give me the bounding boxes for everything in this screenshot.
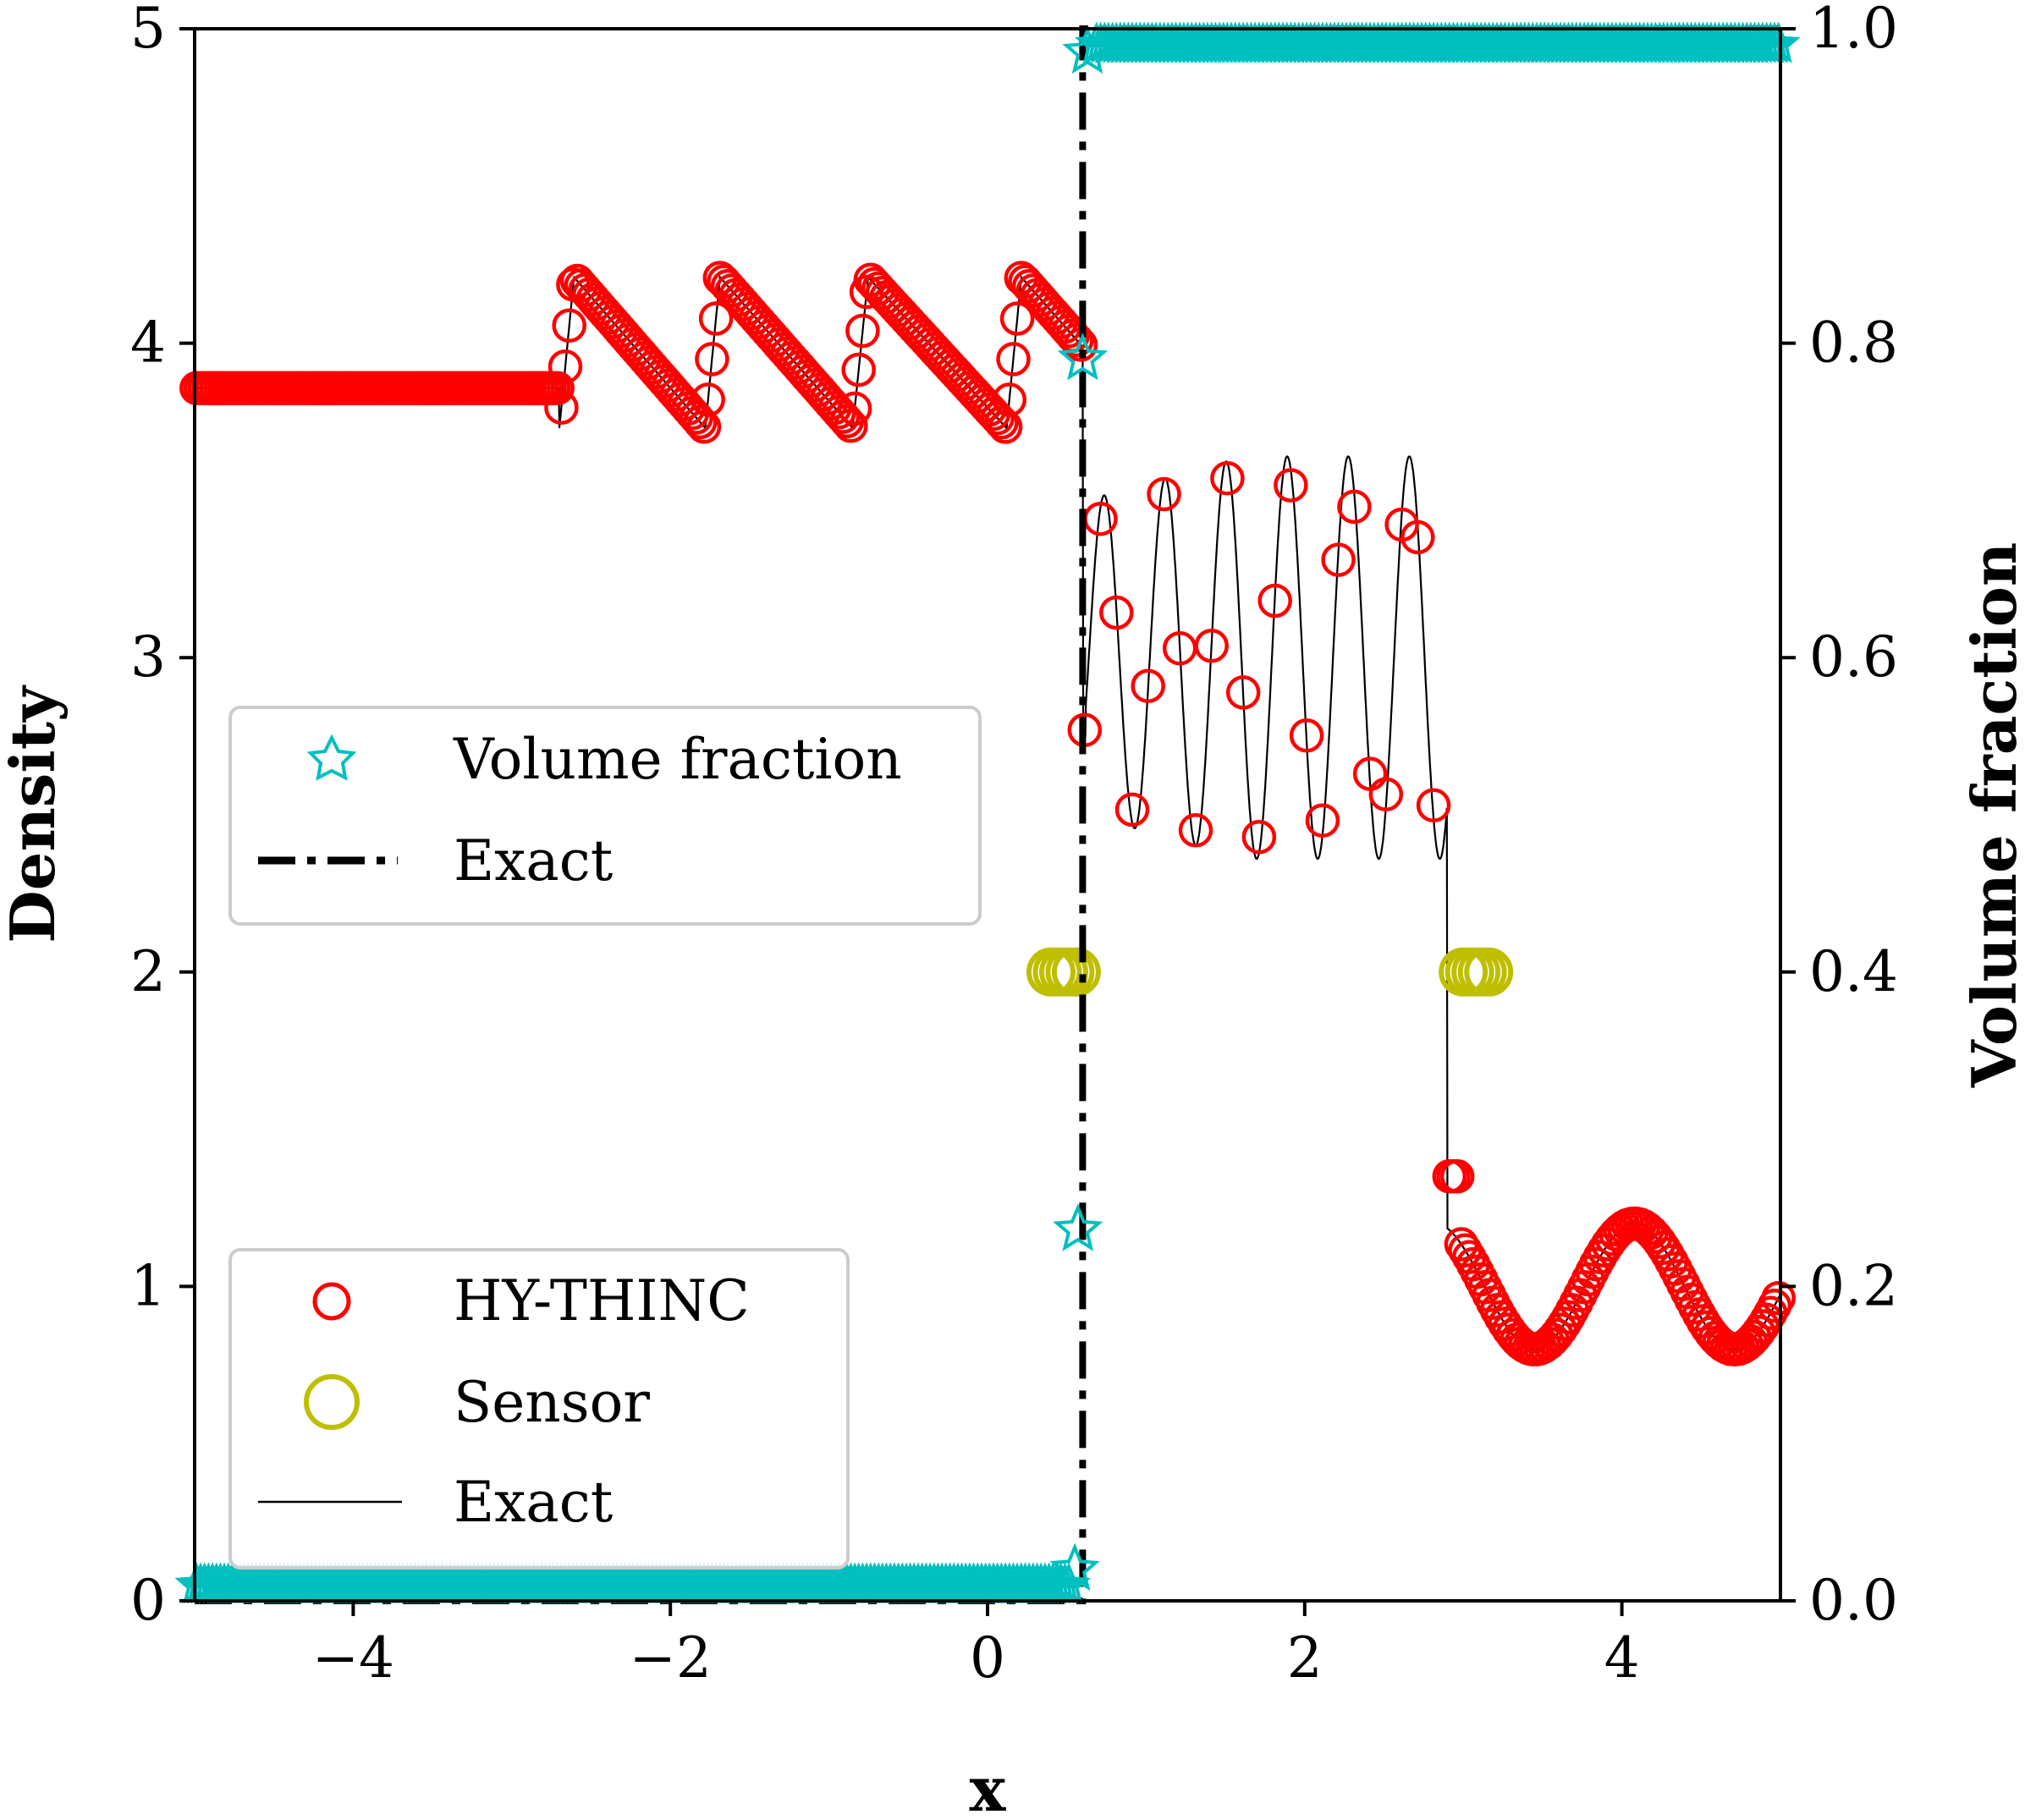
- y-tick-label: 5: [130, 0, 166, 61]
- hythinc-point: [1114, 792, 1150, 828]
- hythinc-point: [837, 391, 872, 426]
- legend-sensor-marker: [304, 1374, 360, 1430]
- volume-fraction-point: [1057, 332, 1109, 381]
- axes: −4 −2 0 2 4 0 1 2 3 4 5 0.0 0.2 0.4 0.6 0.8 1.0: [130, 0, 1898, 1691]
- hythinc-point: [980, 400, 1015, 436]
- y2-tick-label: 0.2: [1809, 1253, 1898, 1318]
- hythinc-point: [1439, 1159, 1475, 1194]
- hythinc-point: [1737, 1319, 1772, 1355]
- sensor-series: [1026, 947, 1514, 997]
- hythinc-point: [984, 405, 1019, 440]
- y2-tick-label: 0.6: [1809, 624, 1898, 690]
- legend-density-box: [228, 1248, 850, 1570]
- hythinc-point: [1368, 777, 1404, 811]
- hythinc-point: [1305, 803, 1340, 838]
- hythinc-point: [1099, 595, 1134, 630]
- hythinc-point: [992, 382, 1027, 417]
- hythinc-point: [1178, 813, 1213, 848]
- hythinc-point: [698, 301, 734, 336]
- x-tick-label: −4: [312, 1625, 394, 1691]
- hythinc-point: [1059, 322, 1094, 358]
- hythinc-point: [834, 409, 868, 443]
- hythinc-point: [1337, 489, 1372, 525]
- hythinc-point: [1400, 520, 1435, 555]
- hythinc-point: [1289, 718, 1324, 753]
- hythinc-point: [988, 410, 1023, 444]
- hythinc-point: [686, 410, 722, 444]
- plot-marks: [174, 21, 1801, 1604]
- volume-fraction-point: [1053, 1203, 1103, 1251]
- volume-fraction-point: [1047, 1562, 1091, 1604]
- x-tick-label: 4: [1604, 1625, 1640, 1691]
- x-tick-label: 2: [1287, 1625, 1323, 1691]
- legend-hythinc-marker: [312, 1282, 351, 1321]
- hythinc-point: [691, 382, 725, 417]
- volume-fraction-point: [1062, 25, 1113, 74]
- hythinc-point: [1321, 542, 1356, 577]
- legend-volume-fraction-label: Volume fraction: [453, 727, 902, 792]
- legend-volume: Volume fraction Exact: [228, 706, 982, 926]
- hythinc-point: [1147, 476, 1181, 512]
- hythinc-point: [1274, 468, 1308, 503]
- y-tick-label: 3: [130, 624, 166, 690]
- y2-tick-label: 1.0: [1809, 0, 1898, 61]
- y2-tick-label: 0.0: [1809, 1568, 1898, 1633]
- legend-exact-dashdot-label: Exact: [454, 828, 613, 894]
- hythinc-point: [1416, 788, 1451, 823]
- hythinc-point: [548, 349, 583, 384]
- hythinc-point: [540, 371, 575, 405]
- y-axis-label: Density: [0, 685, 69, 943]
- x-tick-label: 0: [970, 1625, 1005, 1691]
- hythinc-series: [179, 261, 1796, 1366]
- hythinc-point: [695, 342, 729, 377]
- y2-axis-label: Volume fraction: [1958, 542, 2025, 1088]
- hythinc-point: [996, 342, 1031, 377]
- hythinc-point: [1257, 583, 1292, 619]
- hythinc-point: [683, 404, 718, 440]
- hythinc-point: [1194, 628, 1229, 663]
- hythinc-point: [999, 301, 1035, 336]
- sensor-point: [1051, 947, 1101, 997]
- legend-hythinc-label: HY-THINC: [454, 1268, 750, 1333]
- legend-volume-box: [228, 706, 982, 926]
- legend-exact-line-label: Exact: [454, 1470, 613, 1535]
- hythinc-point: [1761, 1280, 1796, 1316]
- y-tick-label: 1: [130, 1253, 166, 1318]
- hythinc-point: [1241, 819, 1277, 855]
- y-tick-label: 0: [130, 1568, 166, 1633]
- x-tick-label: −2: [630, 1625, 712, 1691]
- volume-fraction-point: [1049, 1542, 1100, 1592]
- y2-tick-label: 0.8: [1809, 311, 1898, 376]
- y2-tick-label: 0.4: [1809, 939, 1898, 1004]
- legend-volume-fraction-marker: [306, 734, 357, 781]
- hythinc-point: [1638, 1219, 1673, 1254]
- hythinc-point: [1131, 668, 1165, 703]
- hythinc-point: [1210, 461, 1245, 496]
- y-tick-label: 2: [130, 939, 166, 1004]
- hythinc-point: [552, 308, 586, 344]
- volume-fraction-series: [174, 21, 1801, 1604]
- sensor-point: [1464, 947, 1514, 997]
- hythinc-point: [1225, 675, 1261, 710]
- hythinc-point: [845, 313, 880, 349]
- legend-sensor-label: Sensor: [454, 1370, 650, 1435]
- hythinc-point: [544, 390, 579, 425]
- y-tick-label: 4: [130, 311, 166, 376]
- legend-density: HY-THINC Sensor Exact: [228, 1248, 850, 1570]
- hythinc-point: [679, 400, 713, 435]
- x-axis-label: x: [970, 1753, 1007, 1820]
- hythinc-point: [841, 352, 876, 388]
- volume-fraction-point: [1756, 21, 1801, 63]
